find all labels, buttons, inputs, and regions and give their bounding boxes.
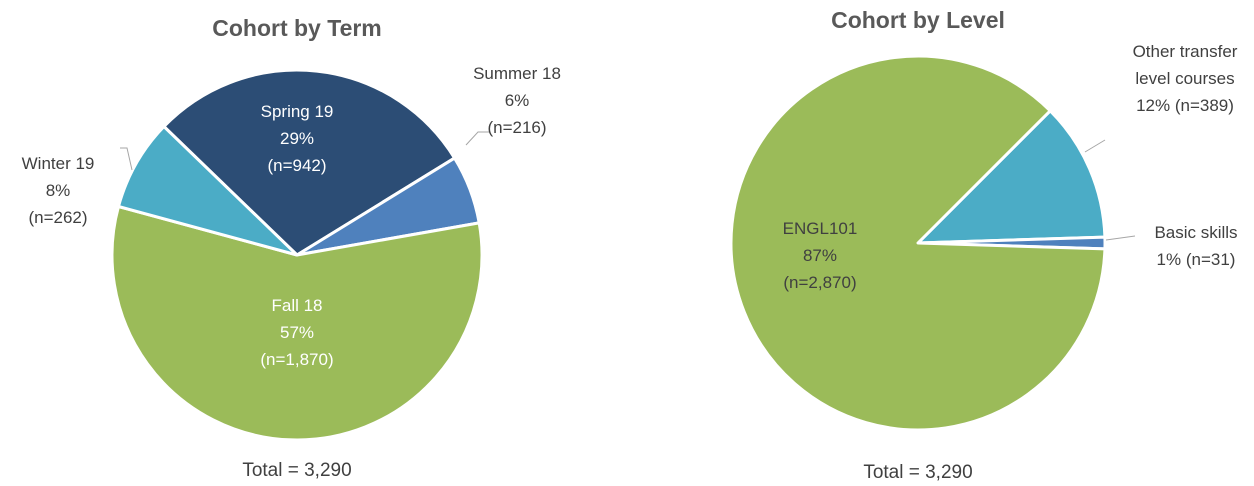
slice-count: (n=216)	[487, 118, 547, 137]
chart-title: Cohort by Term	[212, 15, 382, 41]
slice-label: Other transfer level courses 12% (n=389)	[1120, 38, 1250, 119]
slice-count: (n=31)	[1185, 250, 1236, 269]
slice-percent: 29%	[279, 129, 315, 148]
slice-label: ENGL101 87% (n=2,870)	[783, 215, 858, 296]
slice-percent: 8%	[45, 181, 71, 200]
slice-percent: 1%	[1156, 250, 1182, 269]
slice-name: Fall 18	[271, 296, 323, 315]
pie-slice	[116, 124, 299, 257]
slice-values: 1% (n=31)	[1154, 246, 1237, 273]
slice-name: Basic skills	[1154, 223, 1238, 242]
slice-count: (n=942)	[267, 156, 327, 175]
leader-line	[1084, 139, 1106, 153]
pie-slice	[110, 204, 484, 442]
slice-label: Fall 18 57% (n=1,870)	[260, 292, 333, 373]
slice-name: Other transfer level courses	[1132, 42, 1238, 88]
slice-name: Winter 19	[21, 154, 95, 173]
slice-label: Winter 19 8% (n=262)	[22, 150, 95, 231]
leader-line	[1105, 235, 1136, 241]
leader-line	[120, 147, 133, 171]
leader-line	[465, 131, 490, 146]
slice-percent: 87%	[802, 246, 838, 265]
slice-values: 12% (n=389)	[1120, 92, 1250, 119]
slice-count: (n=389)	[1174, 96, 1234, 115]
slice-name: Spring 19	[260, 102, 334, 121]
slice-label: Spring 19 29% (n=942)	[261, 98, 334, 179]
slice-name: ENGL101	[782, 219, 858, 238]
slice-percent: 12%	[1136, 96, 1171, 115]
slice-percent: 6%	[504, 91, 530, 110]
total-note: Total = 3,290	[863, 462, 972, 483]
slice-count: (n=1,870)	[260, 350, 334, 369]
slice-percent: 57%	[279, 323, 315, 342]
total-note: Total = 3,290	[242, 460, 351, 481]
pie-slice	[162, 68, 457, 257]
slice-name: Summer 18	[473, 64, 561, 83]
pie-slice	[729, 54, 1107, 432]
slice-count: (n=262)	[28, 208, 88, 227]
slice-count: (n=2,870)	[783, 273, 857, 292]
pie-slice	[916, 109, 1107, 245]
slice-label: Basic skills 1% (n=31)	[1154, 219, 1237, 273]
chart-title: Cohort by Level	[831, 7, 1005, 33]
slice-label: Summer 18 6% (n=216)	[473, 60, 561, 141]
